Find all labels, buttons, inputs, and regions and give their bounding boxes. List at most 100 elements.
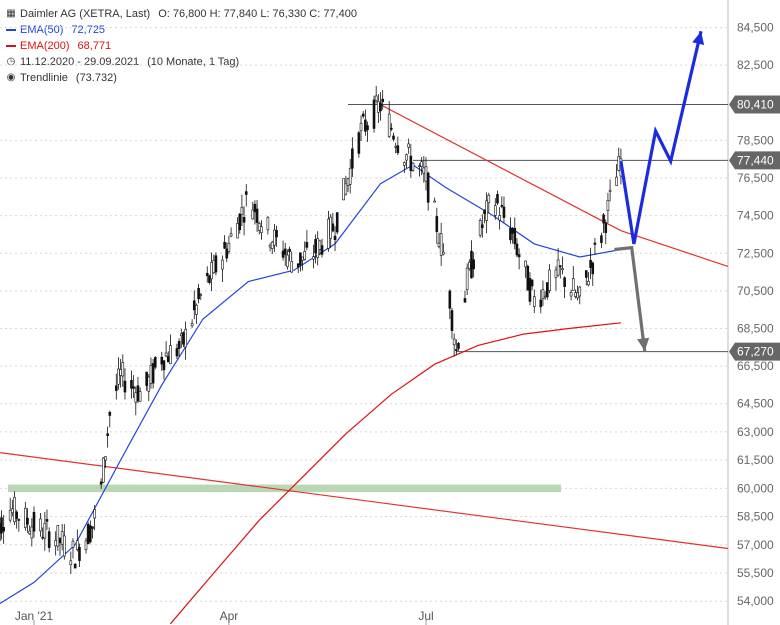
candle-body (290, 261, 294, 273)
ema200-swatch (6, 45, 16, 47)
candle-body (236, 223, 239, 239)
candle-body (465, 267, 469, 290)
candle-body (530, 279, 534, 287)
candle-body (190, 323, 194, 327)
y-tick-label: 76,500 (737, 171, 774, 185)
candle-body (223, 241, 226, 249)
candle-body (593, 242, 597, 245)
candle-body (244, 191, 248, 195)
candle-body (346, 178, 350, 186)
candle-body (17, 519, 21, 521)
candle-body (548, 269, 551, 291)
candle-body (28, 530, 31, 535)
legend-trend-value: (73.732) (75, 72, 117, 84)
candle-body (602, 214, 605, 224)
candle-body (344, 183, 348, 195)
candle-body (41, 536, 44, 539)
candle-body (84, 540, 88, 550)
x-tick-label: Jan '21 (15, 609, 54, 623)
candle-body (43, 522, 47, 539)
y-tick-label: 55,500 (737, 566, 774, 580)
candle-body (439, 233, 443, 256)
candle-body (452, 338, 456, 346)
candle-body (123, 380, 127, 393)
candle-body (299, 252, 302, 266)
candle-body (541, 289, 545, 299)
y-tick-label: 64,500 (737, 397, 774, 411)
candle-body (71, 540, 75, 548)
bearish-scenario-arrow (614, 245, 647, 352)
candle-body (351, 148, 354, 169)
y-tick-label: 54,000 (737, 594, 774, 608)
candle-body (409, 155, 413, 172)
legend-ohlc: O: 76,800 H: 77,840 L: 76,330 C: 77,400 (158, 8, 357, 20)
candle-body (99, 481, 103, 485)
candle-body (210, 262, 213, 280)
candle-body (511, 227, 514, 234)
legend-title-row: ▦ Daimler AG (XETRA, Last) O: 76,800 H: … (6, 6, 357, 22)
candle-body (335, 212, 339, 233)
candle-body (227, 242, 231, 252)
candle-body (558, 265, 562, 268)
candle-body (468, 261, 471, 269)
candle-body (175, 347, 179, 357)
candle-body (587, 280, 590, 286)
level-label: 80,410 (737, 97, 774, 111)
candle-body (331, 223, 335, 232)
candle-body (121, 362, 125, 377)
candle-body (229, 233, 233, 237)
candle-body (56, 525, 60, 547)
candle-body (381, 98, 384, 103)
candle-body (448, 290, 452, 309)
candle-body (177, 341, 181, 349)
candle-body (435, 216, 439, 232)
candle-body (366, 125, 369, 131)
candle-body (270, 241, 274, 249)
candle-body (539, 299, 543, 308)
x-tick-label: Apr (220, 609, 239, 623)
candle-body (255, 208, 259, 223)
candle-body (543, 295, 547, 298)
candle-body (24, 507, 27, 528)
candle-body (108, 411, 112, 416)
candle-body (273, 229, 276, 246)
candle-body (426, 172, 430, 203)
candle-body (485, 200, 488, 221)
candle-body (69, 560, 73, 566)
candle-body (333, 235, 337, 241)
candle-body (153, 357, 157, 368)
candle-body (556, 259, 560, 276)
legend-trend-row: ◉ Trendlinie (73.732) (6, 70, 357, 86)
candle-body (526, 265, 530, 291)
candle-body (578, 286, 582, 297)
candle-body (301, 256, 304, 261)
candle-body (545, 282, 549, 298)
level-label-bg (729, 342, 780, 361)
candle-body (63, 535, 66, 557)
candle-body (104, 456, 107, 461)
y-tick-label: 84,500 (737, 21, 774, 35)
candle-body (208, 275, 211, 283)
candle-body (457, 343, 460, 349)
candle-body (327, 218, 330, 249)
candle-body (524, 260, 527, 268)
candle-body (26, 517, 29, 525)
candle-body (162, 360, 166, 371)
candle-body (502, 206, 506, 218)
y-tick-label: 66,500 (737, 359, 774, 373)
candle-body (225, 248, 229, 259)
legend-range-row: ◷ 11.12.2020 - 29.09.2021 (10 Monate, 1 … (6, 54, 357, 70)
long-term-trendline (0, 452, 729, 550)
candle-body (483, 210, 486, 214)
candle-body (450, 310, 454, 331)
candle-body (214, 255, 218, 273)
candle-body (240, 207, 244, 215)
candle-body (379, 102, 382, 112)
candle-body (251, 209, 255, 220)
candle-body (420, 161, 423, 167)
candle-body (532, 296, 536, 307)
y-tick-label: 74,500 (737, 209, 774, 223)
candle-body (364, 119, 367, 132)
candle-body (433, 200, 436, 203)
candle-body (136, 385, 140, 402)
